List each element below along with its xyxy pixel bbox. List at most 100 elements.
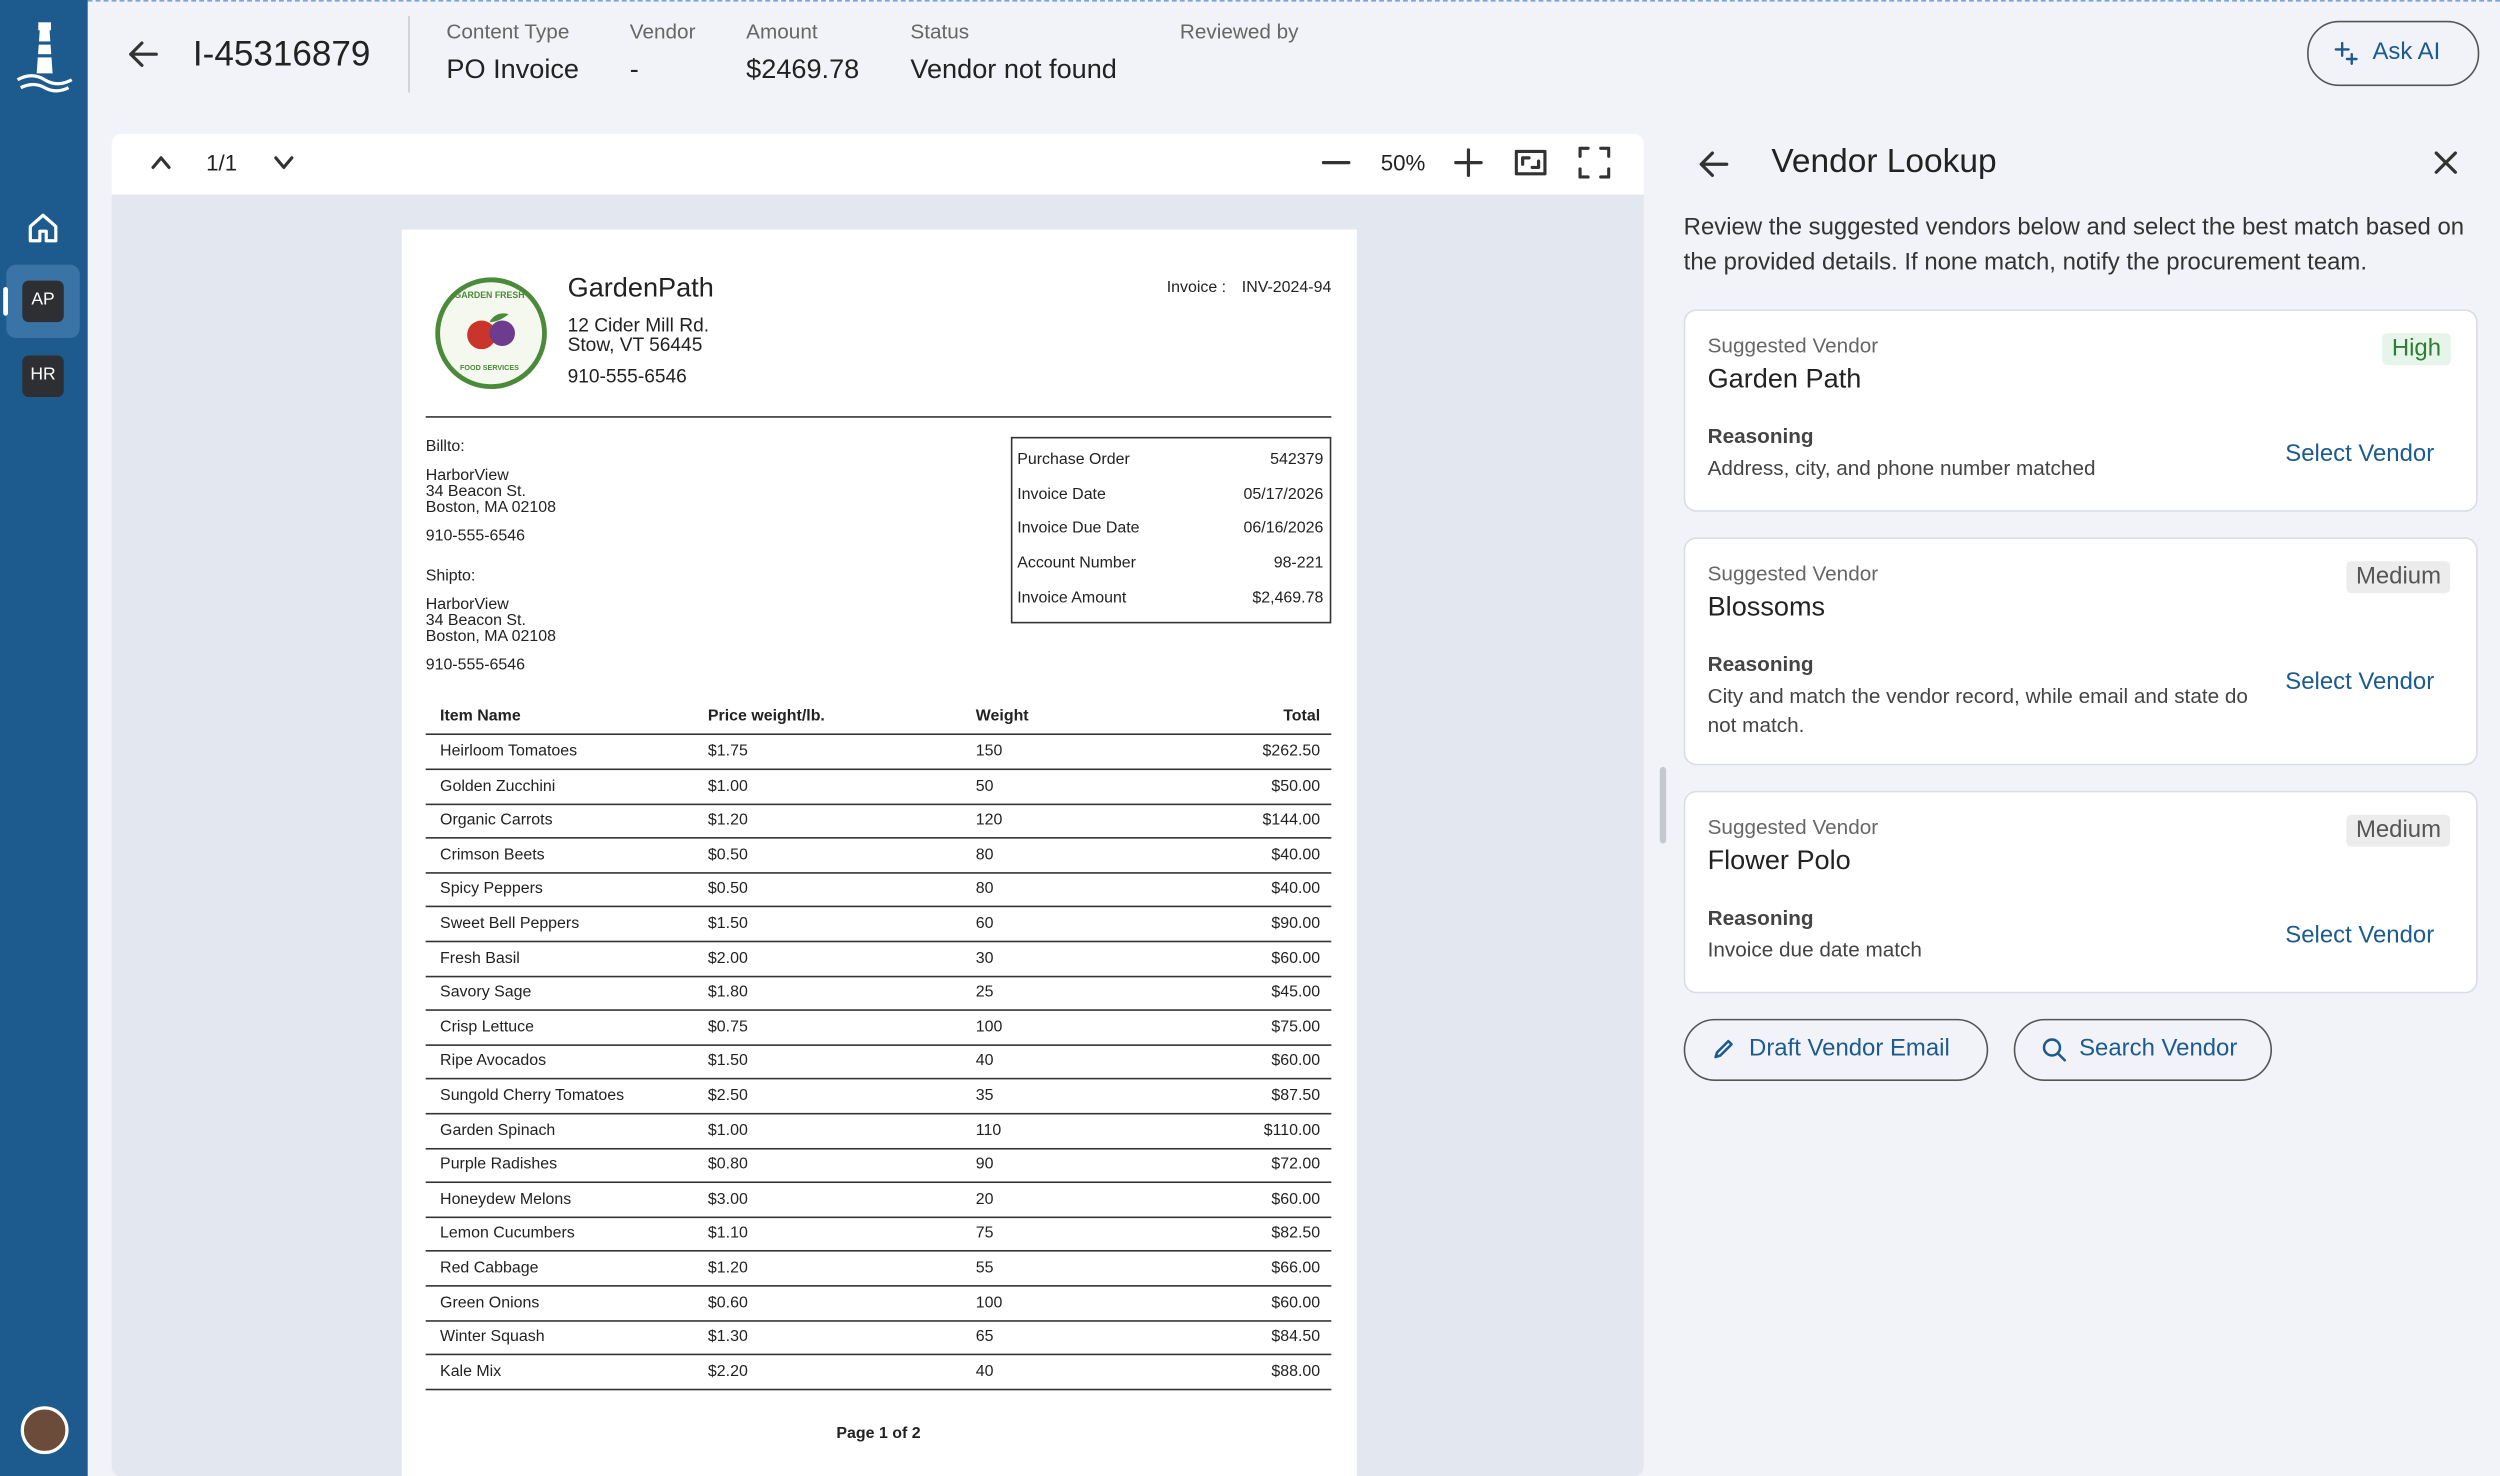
cell: $144.00 [1262,811,1321,830]
address-line: 34 Beacon St. [425,483,526,501]
sidebar [0,0,88,1476]
zoom-out[interactable] [1321,150,1351,176]
panel-title: Vendor Lookup [1771,144,1997,181]
sparkle-icon [2334,41,2358,65]
logo-text: FOOD SERVICES [460,363,519,372]
cell: Sweet Bell Peppers [440,915,580,933]
address-phone: 910-555-6546 [425,527,526,546]
column-header: Weight [975,707,1029,726]
cell: Green Onions [440,1294,540,1312]
field-value: PO Invoice [446,53,580,85]
row-rule [425,906,1332,908]
row-rule [425,1388,1332,1390]
field-label: Reviewed by [1179,19,1299,44]
column-header: Price weight/lb. [707,707,825,726]
cell: $60.00 [1271,949,1321,968]
cell: Crimson Beets [440,846,545,864]
invoice-label: Invoice : [1166,279,1227,297]
cell: $1.00 [707,777,748,795]
summary-box [1010,436,1332,624]
cell: 40 [975,1052,994,1071]
ask-ai-label[interactable]: Ask AI [2372,38,2441,66]
reasoning: Invoice due date match [1707,937,1922,962]
cell: $40.00 [1271,846,1321,864]
cell: $0.75 [707,1018,748,1037]
row-rule [425,733,1332,736]
summary-value: $2,469.78 [1252,589,1324,608]
pencil-icon [1714,1039,1733,1059]
select-vendor[interactable]: Select Vendor [2285,440,2435,468]
divider [408,15,410,93]
fullscreen[interactable] [1578,146,1611,179]
fit-page[interactable] [1514,148,1547,177]
vendor-name: Garden Path [1707,363,1862,394]
resize-handle[interactable] [1659,766,1667,844]
cell: Kale Mix [440,1362,502,1381]
prev-page[interactable] [148,150,174,176]
button-label[interactable]: Draft Vendor Email [1749,1034,1950,1062]
field-value: $2469.78 [746,53,860,85]
cell: $1.50 [707,1052,748,1071]
row-rule [425,1216,1332,1218]
summary-label: Purchase Order [1017,451,1130,469]
summary-label: Account Number [1017,555,1136,573]
cell: $72.00 [1271,1156,1321,1174]
summary-value: 06/16/2026 [1243,520,1324,538]
cell: $66.00 [1271,1259,1321,1278]
select-vendor[interactable]: Select Vendor [2285,668,2435,696]
address-phone: 910-555-6546 [425,656,526,675]
cell: Golden Zucchini [440,777,556,795]
company-address: Stow, VT 56445 [567,332,703,356]
cell: Winter Squash [440,1328,545,1346]
app-icon [22,355,64,398]
cell: Lemon Cucumbers [440,1225,575,1243]
panel-back[interactable] [1695,145,1733,183]
confidence-badge: High [2382,333,2451,366]
app-label[interactable]: HR [30,365,56,385]
cell: $1.20 [707,811,748,830]
button-label[interactable]: Search Vendor [2079,1034,2238,1062]
company-address: 12 Cider Mill Rd. [567,313,710,337]
cell: Garden Spinach [440,1121,556,1140]
zoom-in[interactable] [1454,148,1483,177]
cell: $1.30 [707,1328,748,1346]
top-edge [0,0,2500,3]
company-name: GardenPath [567,272,714,303]
cell: 30 [975,949,994,968]
search-vendor-button[interactable] [2013,1018,2273,1082]
cell: $2.00 [707,949,748,968]
summary-value: 05/17/2026 [1243,485,1324,504]
cell: $1.00 [707,1121,748,1140]
next-page[interactable] [271,150,297,176]
home-icon[interactable] [26,210,61,245]
vendor-card [1683,537,2478,766]
vendor-card [1683,309,2478,512]
cell: $1.20 [707,1259,748,1278]
row-rule [425,1181,1332,1184]
address-label: Shipto: [425,567,476,586]
close-panel[interactable] [2433,150,2459,176]
back-button[interactable] [124,35,162,73]
cell: $84.50 [1271,1328,1321,1346]
draft-email-button[interactable] [1683,1018,1989,1082]
row-rule [425,1078,1332,1081]
select-vendor[interactable]: Select Vendor [2285,921,2435,949]
ask-ai-button[interactable] [2307,20,2480,87]
row-rule [425,871,1332,874]
address-line: Boston, MA 02108 [425,499,557,517]
cell: 90 [975,1156,994,1174]
avatar[interactable] [20,1406,69,1455]
address-label: Billto: [425,438,465,456]
row-rule [425,1112,1332,1115]
card-label: Suggested Vendor [1707,333,1879,358]
cell: 120 [975,811,1003,830]
vendor-name: Flower Polo [1707,844,1851,876]
app-label[interactable]: AP [31,290,55,310]
cell: Honeydew Melons [440,1190,572,1209]
logo [16,22,73,93]
cell: $60.00 [1271,1052,1321,1071]
cell: $75.00 [1271,1018,1321,1037]
row-rule [425,975,1332,977]
row-rule [425,1147,1332,1149]
field-label: Vendor [629,19,696,44]
